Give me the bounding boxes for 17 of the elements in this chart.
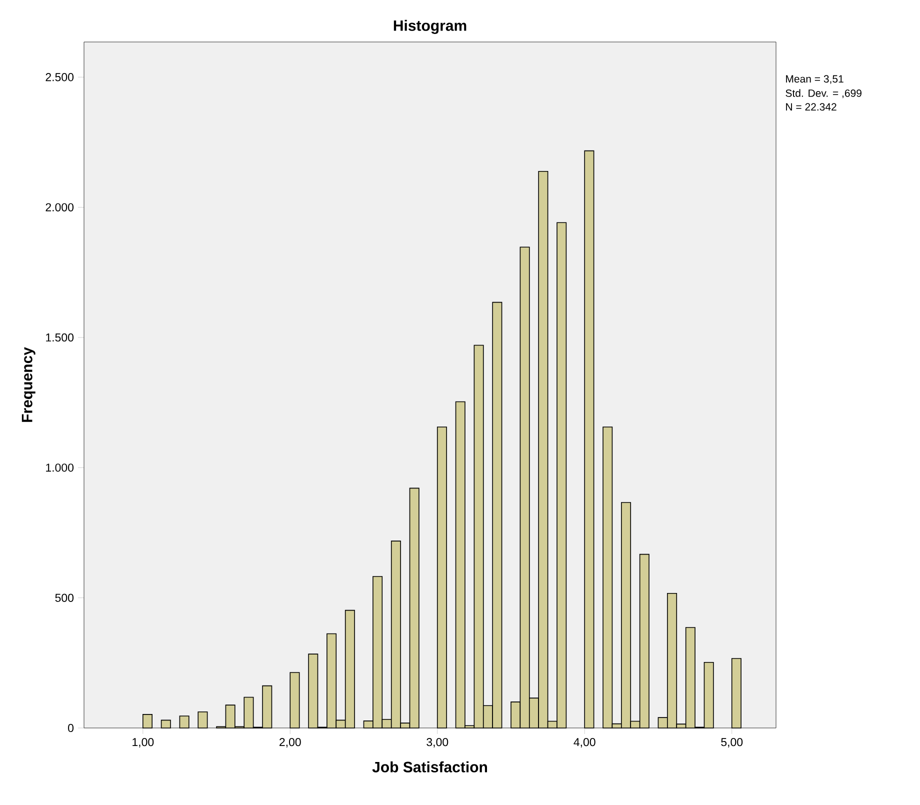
chart-title: Histogram: [394, 20, 466, 34]
x-tick-label: 1,00: [132, 738, 154, 748]
y-tick-label: 2.000: [46, 203, 74, 212]
x-tick-label: 4,00: [574, 738, 596, 748]
y-tick-label: 1.500: [46, 333, 74, 342]
y-tick-label: 500: [55, 594, 74, 602]
y-axis-title: Frequency: [22, 347, 36, 422]
x-tick-label: 2,00: [280, 738, 301, 748]
text: Mean = 3,51: [786, 75, 844, 84]
x-axis-title: Job Satisfaction: [372, 761, 487, 772]
x-tick-label: 3,00: [426, 738, 448, 748]
y-tick-label: 2.500: [46, 73, 74, 82]
x-tick-label: 5,00: [721, 738, 743, 748]
text: N = 22.342: [786, 103, 836, 111]
y-tick-label: 0: [68, 724, 74, 732]
y-tick-label: 1.000: [46, 464, 74, 472]
text: Std. Dev. = ,699: [786, 89, 862, 98]
